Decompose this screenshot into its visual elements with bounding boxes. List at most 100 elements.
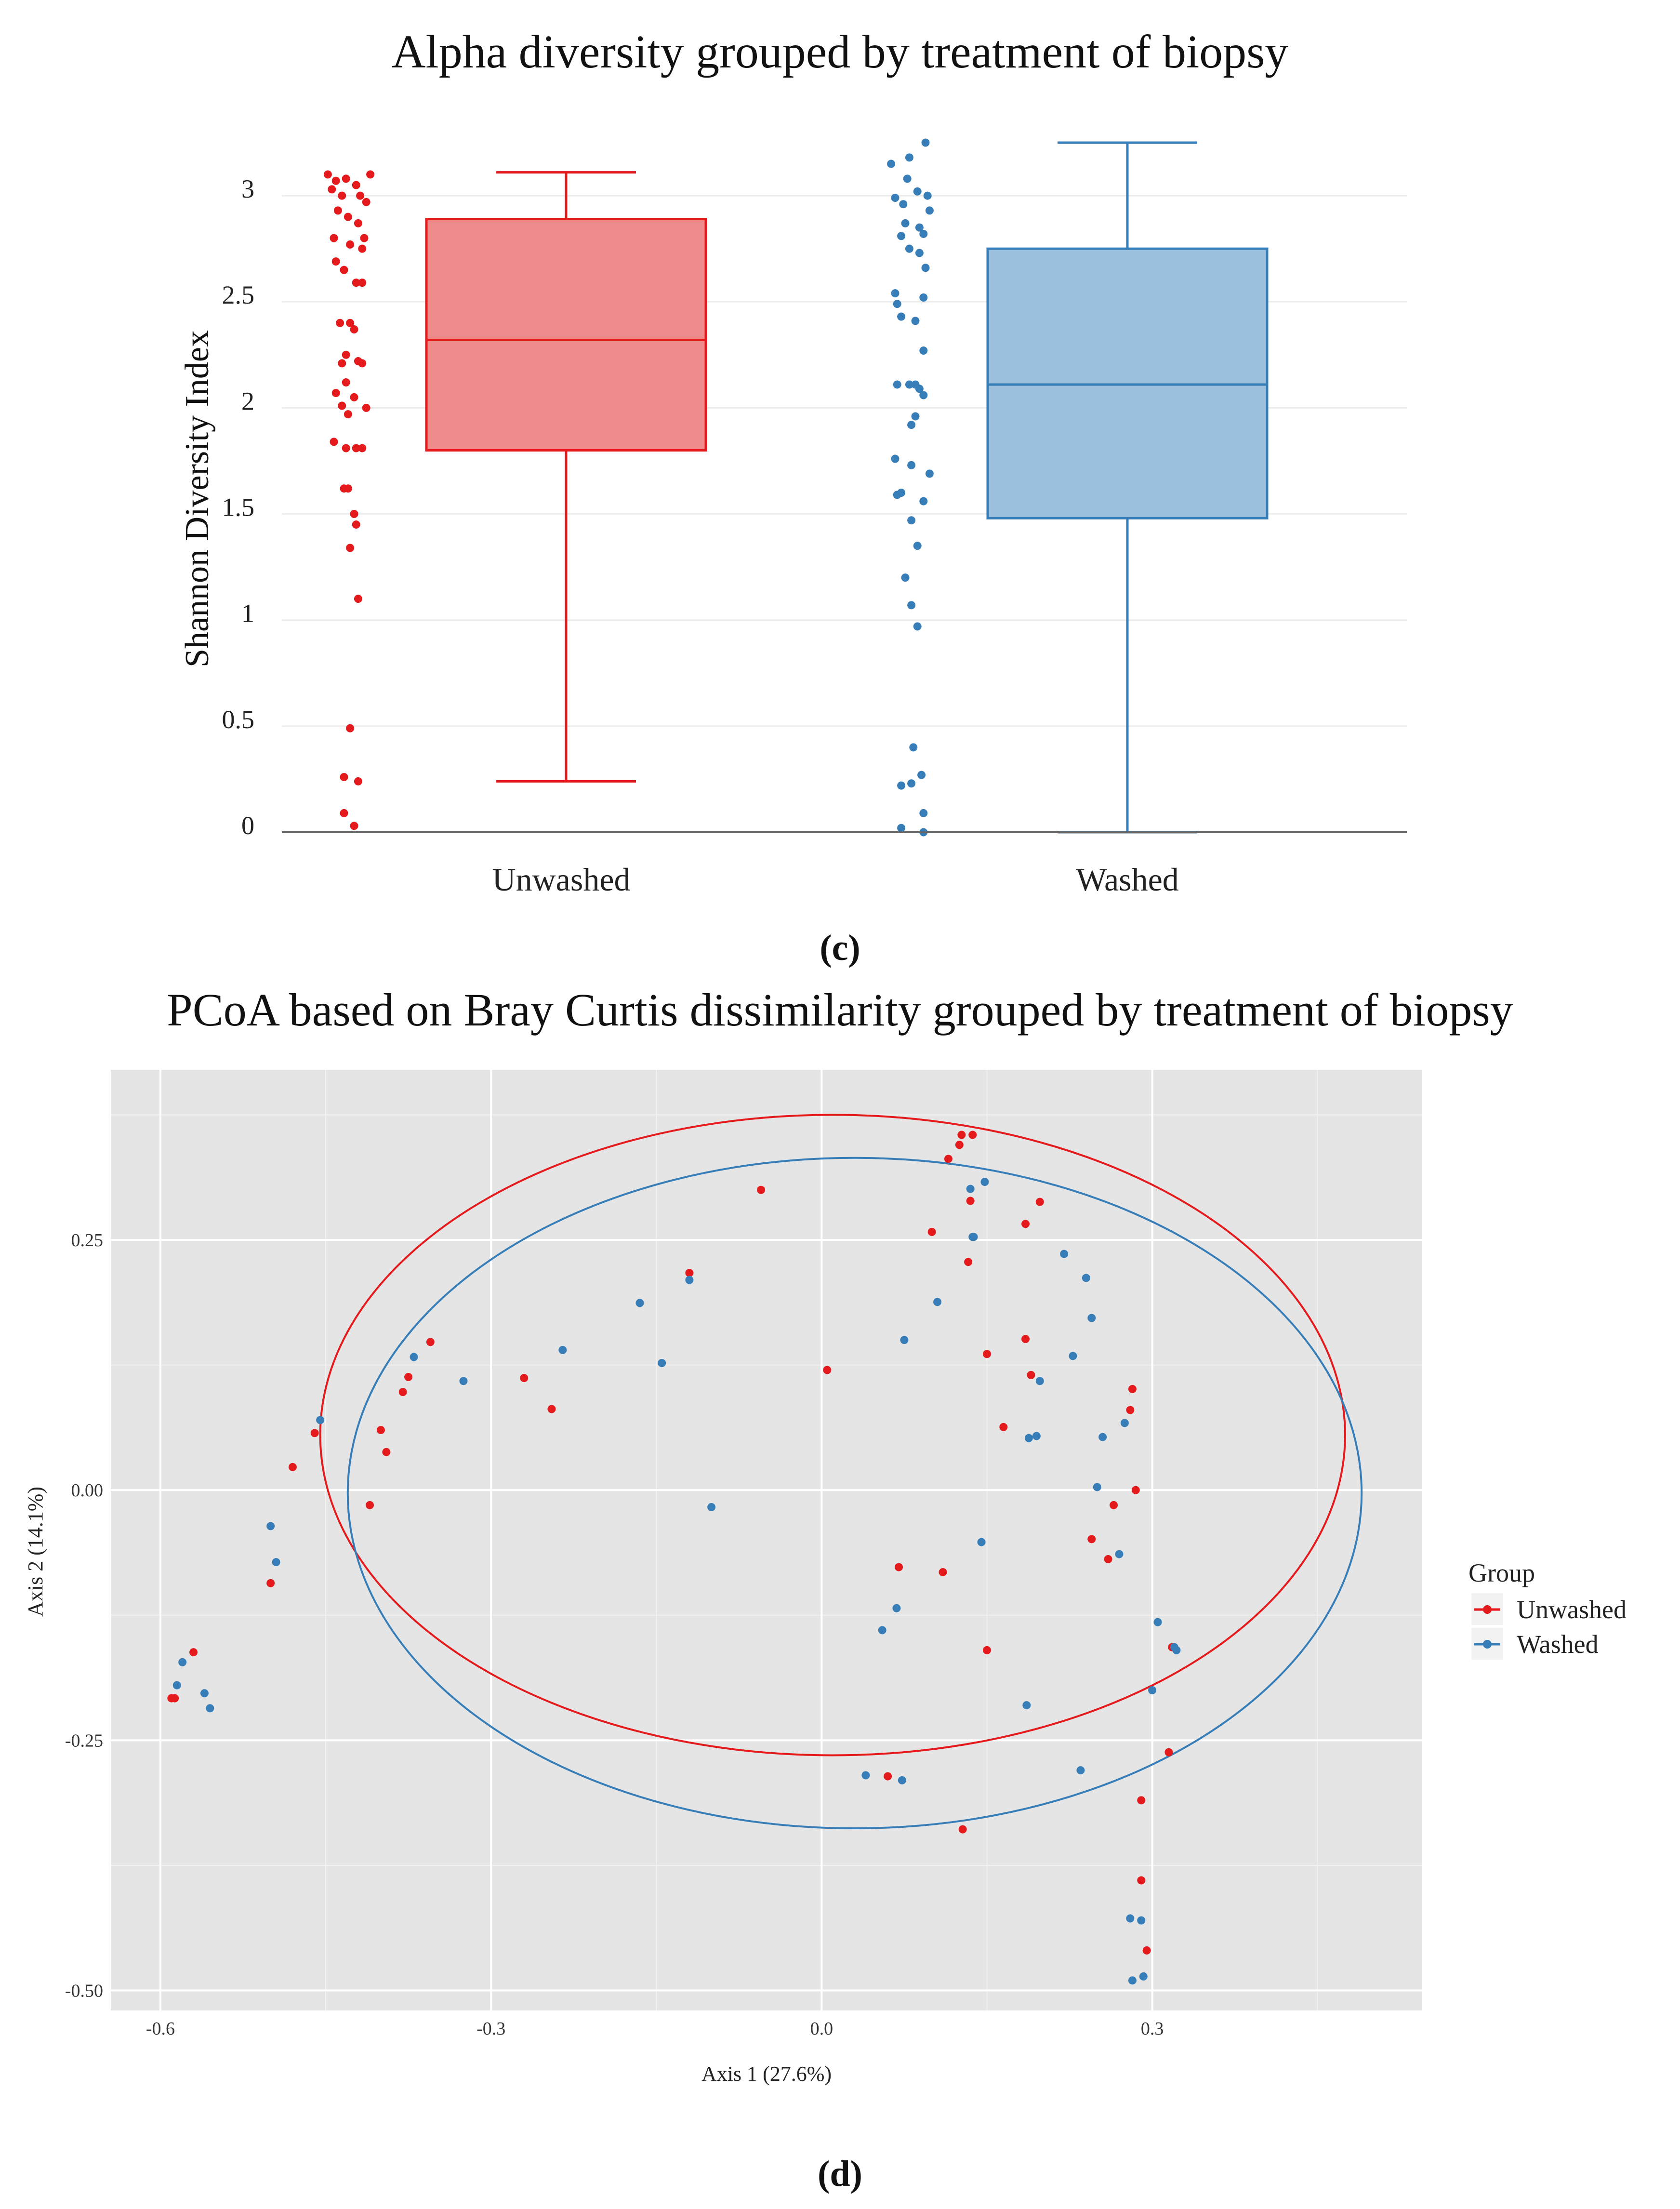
pcoa-point-washed: [1035, 1377, 1044, 1385]
pcoa-x-tick-labels: -0.6 -0.3 0.0 0.3: [146, 2019, 1164, 2039]
pcoa-x-tick-label: 0.3: [1141, 2019, 1164, 2039]
jitter-point-unwashed: [358, 359, 367, 368]
pcoa-point-washed: [1022, 1701, 1031, 1710]
jitter-point-unwashed: [342, 174, 350, 183]
jitter-point-unwashed: [352, 279, 360, 287]
pcoa-point-unwashed: [404, 1373, 413, 1382]
pcoa-point-washed: [969, 1233, 978, 1241]
jitter-point-unwashed: [342, 444, 350, 452]
jitter-point-unwashed: [354, 595, 362, 603]
pcoa-point-washed: [878, 1626, 886, 1635]
pcoa-x-tick-label: -0.3: [476, 2019, 505, 2039]
jitter-point-washed: [919, 497, 928, 506]
jitter-point-unwashed: [366, 170, 375, 179]
jitter-point-washed: [893, 380, 901, 389]
jitter-point-washed: [925, 469, 934, 478]
pcoa-point-washed: [1120, 1419, 1129, 1427]
jitter-point-washed: [923, 191, 932, 200]
pcoa-point-washed: [1139, 1972, 1148, 1981]
pcoa-x-tick-label: -0.6: [146, 2019, 175, 2039]
pcoa-point-unwashed: [189, 1648, 198, 1657]
jitter-point-washed: [897, 824, 906, 832]
pcoa-point-unwashed: [547, 1405, 556, 1413]
boxplot-y-tick-label: 2.5: [222, 280, 255, 309]
jitter-point-washed: [917, 771, 926, 779]
jitter-point-washed: [911, 317, 920, 325]
jitter-point-unwashed: [350, 510, 358, 519]
pcoa-point-unwashed: [999, 1423, 1008, 1431]
pcoa-point-unwashed: [964, 1258, 973, 1266]
jitter-point-unwashed: [346, 544, 355, 552]
pcoa-point-unwashed: [382, 1448, 391, 1456]
pcoa-point-unwashed: [823, 1366, 832, 1374]
jitter-point-unwashed: [344, 213, 352, 221]
pcoa-gridlines: [111, 1070, 1422, 2010]
pcoa-point-unwashed: [894, 1563, 903, 1571]
jitter-point-washed: [915, 223, 924, 232]
pcoa-point-unwashed: [366, 1501, 374, 1509]
jitter-point-unwashed: [328, 185, 336, 194]
box-washed: [986, 141, 1269, 834]
pcoa-point-washed: [1032, 1432, 1041, 1440]
pcoa-point-unwashed: [968, 1131, 977, 1139]
jitter-point-unwashed: [362, 403, 370, 412]
pcoa-point-washed: [966, 1184, 975, 1193]
pcoa-point-washed: [900, 1336, 909, 1344]
jitter-point-unwashed: [358, 244, 367, 253]
jitter-point-unwashed: [346, 319, 355, 327]
pcoa-point-washed: [1115, 1550, 1124, 1558]
jitter-point-washed: [909, 743, 918, 752]
jitter-point-washed: [919, 229, 928, 238]
pcoa-point-unwashed: [1021, 1335, 1030, 1344]
ellipse-washed: [346, 1157, 1363, 1830]
boxplot-y-tick-label: 1: [241, 599, 254, 628]
jitter-point-unwashed: [344, 484, 352, 493]
pcoa-point-unwashed: [884, 1772, 892, 1781]
jitter-point-washed: [897, 312, 906, 321]
pcoa-y-axis-label: Axis 2 (14.1%): [24, 1487, 47, 1617]
jitter-point-unwashed: [340, 773, 348, 782]
boxplot-x-tick-label: Unwashed: [492, 861, 630, 898]
pcoa-point-washed: [178, 1658, 187, 1666]
jitter-point-unwashed: [358, 444, 367, 452]
chart-c-title: Alpha diversity grouped by treatment of …: [391, 26, 1289, 78]
jitter-point-unwashed: [350, 393, 358, 401]
pcoa-point-washed: [1137, 1916, 1146, 1925]
jitter-point-unwashed: [331, 389, 340, 398]
legend-key-point: [1483, 1605, 1492, 1614]
pcoa-point-washed: [172, 1681, 181, 1690]
pcoa-point-washed: [1069, 1352, 1077, 1360]
jitter-point-unwashed: [352, 520, 360, 529]
pcoa-point-washed: [1076, 1766, 1085, 1775]
pcoa-point-unwashed: [1137, 1796, 1146, 1805]
pcoa-point-unwashed: [958, 1825, 967, 1834]
pcoa-point-washed: [410, 1353, 418, 1361]
pcoa-point-washed: [200, 1689, 209, 1698]
jitter-point-washed: [903, 174, 912, 183]
boxplot-y-tick-label: 3: [241, 174, 254, 203]
jitter-point-unwashed: [358, 279, 367, 287]
jitter-point-unwashed: [338, 401, 346, 410]
ellipse-unwashed: [319, 1114, 1346, 1757]
jitter-point-washed: [901, 219, 910, 227]
jitter-point-unwashed: [354, 219, 362, 227]
pcoa-point-washed: [266, 1522, 275, 1530]
jitter-point-washed: [915, 385, 924, 393]
chart-d-title: PCoA based on Bray Curtis dissimilarity …: [167, 984, 1513, 1036]
jitter-point-washed: [891, 193, 900, 202]
pcoa-point-washed: [272, 1558, 280, 1567]
jitter-point-washed: [905, 153, 913, 162]
pcoa-point-washed: [685, 1276, 694, 1284]
jitter-point-washed: [921, 264, 930, 272]
jitter-point-unwashed: [356, 191, 365, 200]
pcoa-point-unwashed: [944, 1155, 952, 1163]
jitter-point-unwashed: [350, 822, 358, 830]
pcoa-point-unwashed: [982, 1646, 991, 1654]
jitter-point-unwashed: [362, 198, 370, 206]
jitter-point-unwashed: [338, 359, 346, 368]
jitter-point-washed: [919, 293, 928, 302]
jitter-point-washed: [919, 391, 928, 399]
legend-entry-label: Washed: [1517, 1630, 1599, 1659]
pcoa-point-unwashed: [520, 1374, 529, 1383]
pcoa-plot-background: [111, 1070, 1422, 2010]
